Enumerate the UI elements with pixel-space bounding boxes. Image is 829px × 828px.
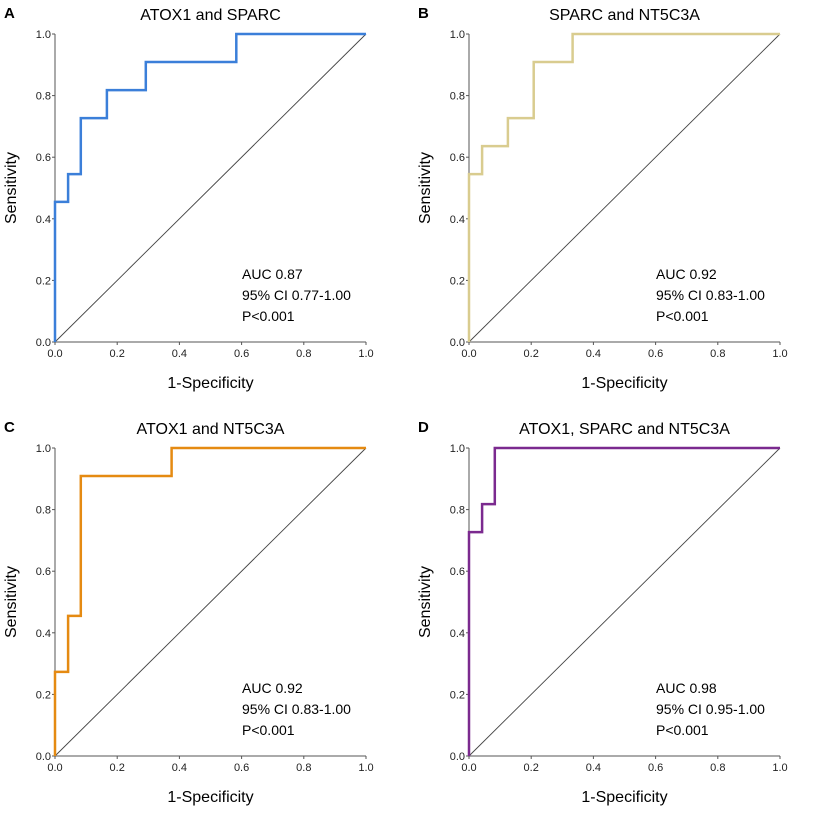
y-tick-label: 0.4: [450, 628, 465, 640]
x-tick-label: 0.8: [296, 348, 311, 360]
y-tick-label: 0.6: [36, 152, 51, 164]
x-tick-label: 0.6: [234, 348, 249, 360]
y-tick-label: 0.6: [450, 152, 465, 164]
y-axis-label: Sensitivity: [3, 152, 20, 224]
x-tick-label: 0.2: [524, 762, 539, 774]
chart-title: ATOX1, SPARC and NT5C3A: [519, 421, 730, 438]
y-tick-label: 1.0: [36, 29, 51, 41]
stat-annotation: P<0.001: [242, 308, 295, 324]
stat-annotation: P<0.001: [242, 722, 295, 738]
x-tick-label: 0.2: [110, 762, 125, 774]
roc-panel-b: B SPARC and NT5C3A 0.0 0.2 0.4 0.6 0.8 1.0 0.0 0.…: [414, 0, 828, 414]
x-tick-label: 1.0: [358, 348, 373, 360]
stat-annotation: AUC 0.87: [242, 266, 303, 282]
x-tick-label: 1.0: [358, 762, 373, 774]
y-tick-label: 0.0: [36, 751, 51, 763]
x-tick-label: 0.6: [234, 762, 249, 774]
stat-annotation: AUC 0.98: [656, 680, 717, 696]
panel-letter: A: [4, 5, 15, 22]
roc-curve-line: [467, 446, 780, 756]
stat-annotation: P<0.001: [656, 308, 709, 324]
x-tick-label: 0.4: [586, 348, 601, 360]
stat-annotation: 95% CI 0.83-1.00: [656, 287, 765, 303]
x-tick-label: 0.0: [461, 348, 476, 360]
stat-annotation: P<0.001: [656, 722, 709, 738]
roc-panel-c: C ATOX1 and NT5C3A 0.0 0.2 0.4 0.6 0.8 1.0 0.0 0.…: [0, 414, 414, 828]
x-tick-label: 0.8: [710, 762, 725, 774]
roc-panel-d: D ATOX1, SPARC and NT5C3A 0.0 0.2 0.4 0.6 0.8 1…: [414, 414, 828, 828]
y-tick-label: 0.0: [450, 337, 465, 349]
y-tick-label: 0.2: [450, 275, 465, 287]
y-tick-label: 0.4: [36, 214, 51, 226]
y-axis-label: Sensitivity: [417, 566, 434, 638]
reference-diagonal-line: [468, 33, 781, 343]
y-tick-label: 0.2: [36, 689, 51, 701]
stat-annotation: 95% CI 0.83-1.00: [242, 701, 351, 717]
y-tick-label: 1.0: [36, 443, 51, 455]
y-tick-label: 1.0: [450, 29, 465, 41]
x-tick-label: 1.0: [772, 348, 787, 360]
y-tick-label: 0.0: [36, 337, 51, 349]
roc-curve-line: [467, 32, 780, 342]
y-axis-label: Sensitivity: [3, 566, 20, 638]
y-tick-label: 0.8: [36, 505, 51, 517]
panel-letter: D: [418, 419, 429, 436]
chart-title: ATOX1 and NT5C3A: [137, 421, 285, 438]
x-tick-label: 0.4: [172, 348, 187, 360]
reference-diagonal-line: [54, 447, 367, 757]
x-tick-label: 0.4: [172, 762, 187, 774]
panel-letter: B: [418, 5, 429, 22]
reference-diagonal-line: [54, 33, 367, 343]
stat-annotation: 95% CI 0.77-1.00: [242, 287, 351, 303]
y-tick-label: 0.0: [450, 751, 465, 763]
x-tick-label: 0.8: [296, 762, 311, 774]
y-tick-label: 0.2: [450, 689, 465, 701]
y-tick-label: 0.8: [450, 505, 465, 517]
x-axis-label: 1-Specificity: [581, 789, 667, 806]
stat-annotation: 95% CI 0.95-1.00: [656, 701, 765, 717]
x-tick-label: 0.8: [710, 348, 725, 360]
roc-chart-svg: D ATOX1, SPARC and NT5C3A 0.0 0.2 0.4 0.6 0.8 1…: [417, 419, 788, 806]
stat-annotation: AUC 0.92: [656, 266, 717, 282]
chart-title: ATOX1 and SPARC: [140, 7, 281, 24]
x-axis-label: 1-Specificity: [167, 789, 253, 806]
x-tick-label: 0.0: [461, 762, 476, 774]
y-tick-label: 0.6: [450, 566, 465, 578]
stat-annotation: AUC 0.92: [242, 680, 303, 696]
y-tick-label: 0.8: [36, 91, 51, 103]
x-tick-label: 0.2: [524, 348, 539, 360]
y-tick-label: 0.2: [36, 275, 51, 287]
x-axis-label: 1-Specificity: [581, 375, 667, 392]
x-tick-label: 0.0: [47, 762, 62, 774]
x-axis-label: 1-Specificity: [167, 375, 253, 392]
y-tick-label: 0.4: [36, 628, 51, 640]
roc-chart-svg: C ATOX1 and NT5C3A 0.0 0.2 0.4 0.6 0.8 1.0 0.0 0.…: [3, 419, 374, 806]
x-tick-label: 0.0: [47, 348, 62, 360]
reference-diagonal-line: [468, 447, 781, 757]
y-tick-label: 0.6: [36, 566, 51, 578]
y-tick-label: 0.8: [450, 91, 465, 103]
roc-curve-line: [53, 32, 366, 342]
roc-curve-line: [53, 446, 366, 756]
y-tick-label: 1.0: [450, 443, 465, 455]
x-tick-label: 0.2: [110, 348, 125, 360]
roc-chart-svg: B SPARC and NT5C3A 0.0 0.2 0.4 0.6 0.8 1.0 0.0 0.…: [417, 5, 788, 392]
x-tick-label: 0.6: [648, 348, 663, 360]
roc-chart-svg: A ATOX1 and SPARC 0.0 0.2 0.4 0.6 0.8 1.0 0.0 0.2…: [3, 5, 374, 392]
x-tick-label: 0.6: [648, 762, 663, 774]
panel-letter: C: [4, 419, 15, 436]
x-tick-label: 0.4: [586, 762, 601, 774]
x-tick-label: 1.0: [772, 762, 787, 774]
y-axis-label: Sensitivity: [417, 152, 434, 224]
chart-title: SPARC and NT5C3A: [549, 7, 700, 24]
y-tick-label: 0.4: [450, 214, 465, 226]
roc-panel-a: A ATOX1 and SPARC 0.0 0.2 0.4 0.6 0.8 1.0 0.0 0.2…: [0, 0, 414, 414]
